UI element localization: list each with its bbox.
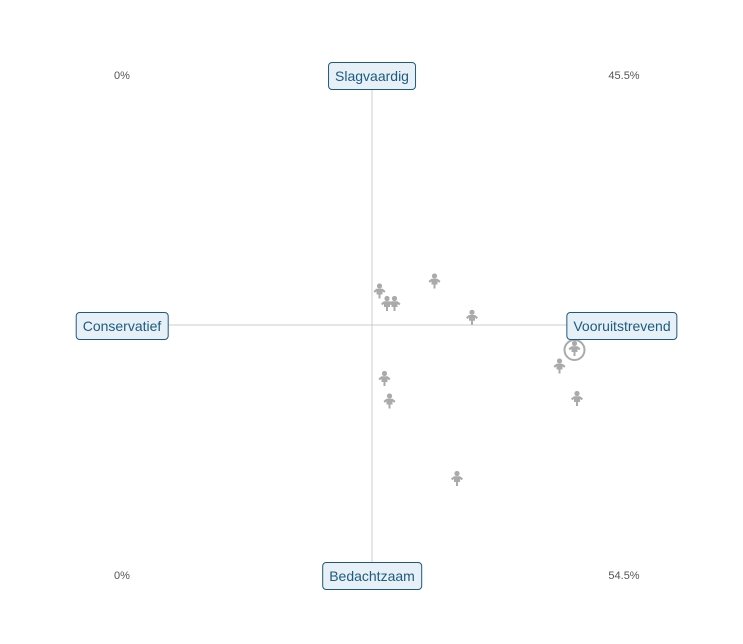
axis-label-left: Conservatief xyxy=(75,312,169,340)
person-icon xyxy=(571,390,583,406)
person-icon xyxy=(428,273,441,289)
corner-percentage-top-left: 0% xyxy=(114,70,130,82)
points-layer xyxy=(373,273,586,486)
person-icon xyxy=(466,309,478,325)
axis-label-right: Vooruitstrevend xyxy=(566,312,678,340)
person-icon xyxy=(378,370,391,386)
person-icon xyxy=(383,393,396,409)
person-icon xyxy=(553,358,566,374)
highlighted-person-icon xyxy=(563,339,586,361)
corner-percentage-top-right: 45.5% xyxy=(608,70,640,82)
person-icon xyxy=(451,470,463,486)
person-icon xyxy=(388,295,401,311)
axis-label-bottom: Bedachtzaam xyxy=(322,562,422,590)
corner-percentage-bottom-left: 0% xyxy=(114,570,130,582)
person-icon xyxy=(373,283,386,299)
axis-label-top: Slagvaardig xyxy=(328,62,416,90)
corner-percentage-bottom-right: 54.5% xyxy=(608,570,640,582)
